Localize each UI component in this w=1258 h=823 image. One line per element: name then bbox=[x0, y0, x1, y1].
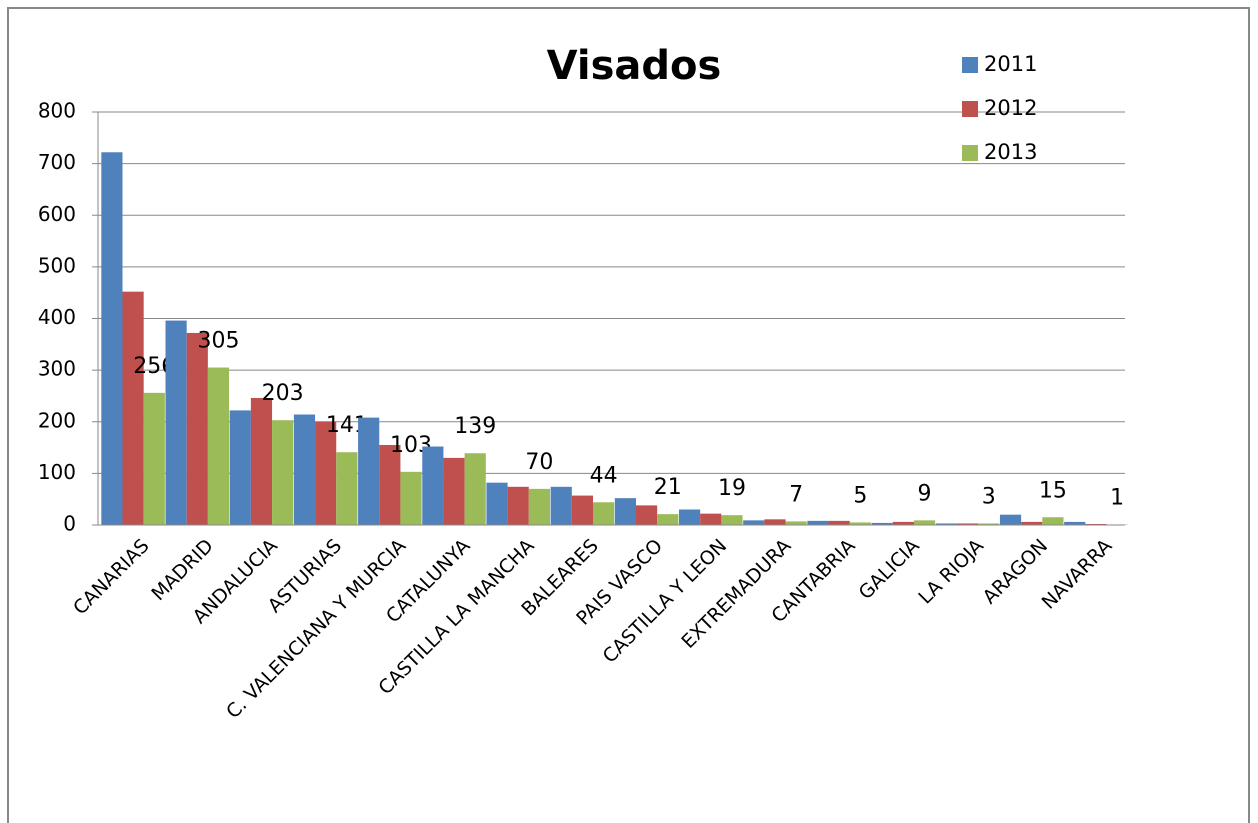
data-label: 305 bbox=[197, 329, 239, 354]
bar bbox=[636, 505, 658, 525]
legend-label: 2012 bbox=[984, 96, 1037, 120]
data-label: 7 bbox=[789, 482, 803, 507]
bar bbox=[828, 520, 850, 525]
data-label: 15 bbox=[1039, 478, 1067, 503]
bar bbox=[764, 519, 786, 525]
bar bbox=[657, 514, 679, 525]
data-label: 21 bbox=[654, 475, 682, 500]
legend-label: 2013 bbox=[984, 140, 1037, 164]
bar bbox=[336, 452, 358, 525]
y-tick-label: 0 bbox=[63, 512, 76, 536]
bar bbox=[721, 515, 743, 525]
bar bbox=[592, 502, 615, 525]
bar bbox=[422, 446, 444, 525]
data-label: 70 bbox=[525, 450, 553, 475]
bar bbox=[1085, 523, 1107, 525]
x-tick-label: EXTREMADURA bbox=[677, 535, 795, 653]
bar bbox=[978, 523, 1000, 525]
bar bbox=[379, 444, 401, 525]
data-label: 3 bbox=[982, 484, 996, 509]
bar bbox=[956, 523, 979, 525]
bar bbox=[122, 291, 144, 525]
bar bbox=[1042, 517, 1064, 525]
chart-title: Visados bbox=[547, 43, 722, 89]
data-label: 5 bbox=[853, 483, 867, 508]
x-tick-label: GALICIA bbox=[855, 535, 924, 604]
bar bbox=[999, 514, 1022, 525]
data-label: 203 bbox=[262, 381, 304, 406]
data-label: 9 bbox=[918, 481, 932, 506]
bar bbox=[913, 520, 936, 525]
bar bbox=[1021, 521, 1043, 525]
bar bbox=[165, 320, 187, 525]
bar bbox=[1064, 521, 1086, 525]
bar bbox=[486, 482, 508, 525]
data-label: 19 bbox=[718, 476, 746, 501]
bar bbox=[743, 520, 765, 525]
y-tick-label: 100 bbox=[38, 460, 76, 484]
legend-label: 2011 bbox=[984, 52, 1037, 76]
bar bbox=[507, 486, 529, 525]
bar bbox=[785, 521, 807, 525]
bar bbox=[614, 498, 637, 525]
bar bbox=[464, 453, 486, 525]
chart-frame bbox=[7, 7, 1250, 823]
bar bbox=[186, 332, 208, 525]
bar bbox=[293, 414, 316, 525]
bar bbox=[528, 488, 550, 525]
x-tick-label: CANARIAS bbox=[69, 535, 153, 619]
bar bbox=[101, 152, 123, 525]
x-tick-label: NAVARRA bbox=[1038, 535, 1117, 614]
bar bbox=[571, 495, 593, 525]
bar bbox=[550, 486, 572, 525]
data-label: 44 bbox=[590, 463, 618, 488]
bar bbox=[807, 520, 829, 525]
data-label: 1 bbox=[1110, 485, 1124, 510]
bar bbox=[358, 417, 380, 525]
bar bbox=[679, 509, 701, 525]
bar bbox=[229, 410, 251, 525]
bar bbox=[272, 420, 294, 525]
y-tick-label: 700 bbox=[38, 150, 76, 174]
legend-swatch bbox=[962, 145, 978, 161]
bar bbox=[143, 392, 165, 525]
bar bbox=[400, 471, 422, 525]
bar bbox=[700, 513, 722, 525]
bar bbox=[871, 522, 893, 525]
bar bbox=[250, 398, 273, 525]
y-tick-label: 600 bbox=[38, 202, 76, 226]
x-tick-label: LA RIOJA bbox=[914, 535, 988, 609]
y-tick-label: 500 bbox=[38, 253, 76, 277]
bar bbox=[935, 523, 957, 525]
y-tick-label: 200 bbox=[38, 408, 76, 432]
bar bbox=[443, 457, 465, 525]
y-tick-label: 800 bbox=[38, 99, 76, 123]
legend-swatch bbox=[962, 57, 978, 73]
data-label: 139 bbox=[454, 414, 496, 439]
y-tick-label: 400 bbox=[38, 305, 76, 329]
x-tick-label: CASTILLA Y LEON bbox=[599, 535, 732, 668]
bar bbox=[892, 521, 914, 525]
y-tick-label: 300 bbox=[38, 357, 76, 381]
bar bbox=[315, 421, 337, 525]
legend-swatch bbox=[962, 101, 978, 117]
bar bbox=[207, 367, 230, 525]
bar bbox=[849, 522, 871, 525]
